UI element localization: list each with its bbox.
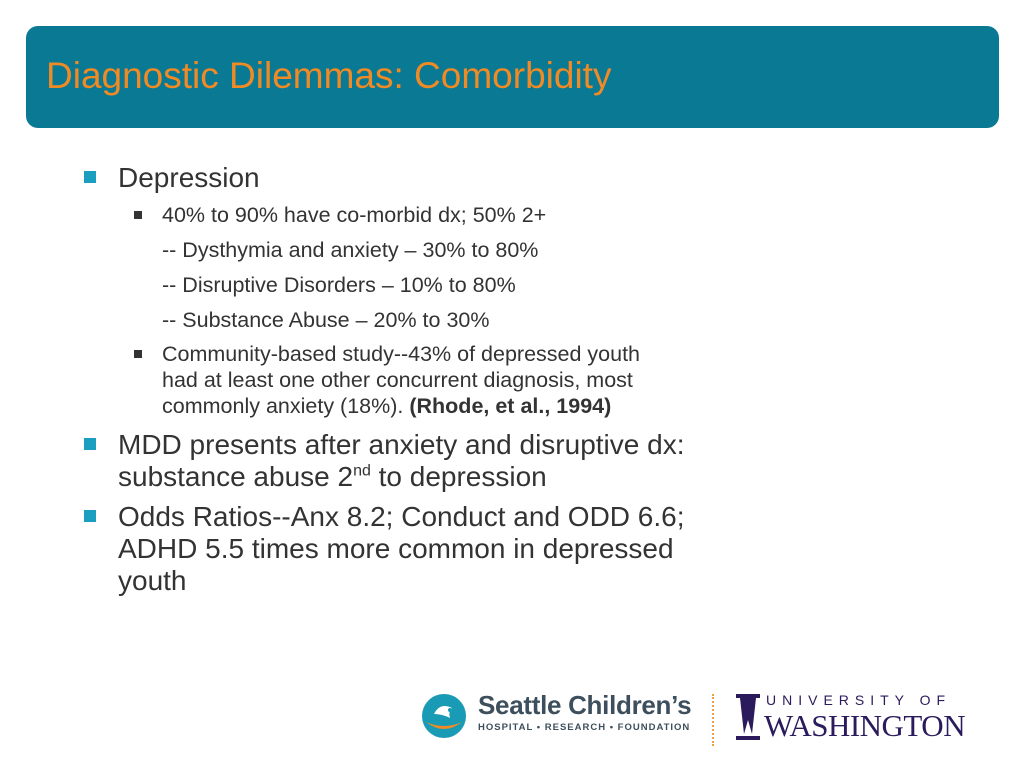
uw-washington: WASHINGTON [764, 708, 966, 743]
odds-line-3: youth [118, 565, 187, 596]
square-bullet-icon [84, 510, 96, 522]
bullet-odds-ratios: Odds Ratios--Anx 8.2; Conduct and ODD 6.… [80, 501, 840, 597]
square-bullet-icon [134, 350, 142, 358]
logo-divider [712, 694, 714, 746]
slide-title: Diagnostic Dilemmas: Comorbidity [46, 55, 612, 96]
citation: (Rhode, et al., 1994) [409, 394, 612, 418]
odds-line-1: Odds Ratios--Anx 8.2; Conduct and ODD 6.… [118, 501, 685, 532]
comorbid-line-substance: -- Substance Abuse – 20% to 30% [162, 308, 490, 332]
comorbid-line-dysthymia: -- Dysthymia and anxiety – 30% to 80% [162, 238, 539, 262]
community-study-line-3-text: commonly anxiety (18%). [162, 394, 404, 418]
uw-w-logo-icon [736, 694, 760, 740]
comorbid-line-disruptive: -- Disruptive Disorders – 10% to 80% [162, 273, 516, 297]
sub-bullet-comorbid: 40% to 90% have co-morbid dx; 50% 2+ [80, 202, 840, 228]
square-bullet-icon [84, 438, 96, 450]
superscript-nd: nd [353, 462, 371, 480]
mdd-line-2-pre: substance abuse 2 [118, 461, 354, 492]
sub-bullet-community-study: Community-based study--43% of depressed … [80, 341, 840, 419]
sub-bullet-comorbid-text: 40% to 90% have co-morbid dx; 50% 2+ [162, 203, 547, 227]
mdd-line-2-post: to depression [370, 461, 547, 492]
square-bullet-icon [84, 171, 96, 183]
title-bar: Diagnostic Dilemmas: Comorbidity [26, 26, 999, 128]
slide-content: Depression 40% to 90% have co-morbid dx;… [80, 162, 840, 597]
bullet-depression: Depression [80, 162, 840, 194]
seattle-childrens-tagline: HOSPITAL • RESEARCH • FOUNDATION [478, 722, 691, 733]
mdd-line-1: MDD presents after anxiety and disruptiv… [118, 429, 685, 460]
mdd-line-2: substance abuse 2nd to depression [118, 461, 840, 493]
seattle-childrens-logo-icon [422, 694, 466, 738]
bullet-depression-text: Depression [118, 162, 260, 193]
bullet-mdd: MDD presents after anxiety and disruptiv… [80, 429, 840, 493]
community-study-line-3: commonly anxiety (18%). (Rhode, et al., … [162, 393, 840, 419]
footer-logos: Seattle Children’s HOSPITAL • RESEARCH •… [420, 686, 966, 746]
odds-line-2: ADHD 5.5 times more common in depressed [118, 533, 674, 564]
seattle-childrens-name: Seattle Children’s [478, 690, 692, 720]
square-bullet-icon [134, 211, 142, 219]
community-study-line-1: Community-based study--43% of depressed … [162, 342, 641, 366]
uw-university-of: UNIVERSITY OF [766, 692, 952, 708]
community-study-line-2: had at least one other concurrent diagno… [162, 368, 633, 392]
